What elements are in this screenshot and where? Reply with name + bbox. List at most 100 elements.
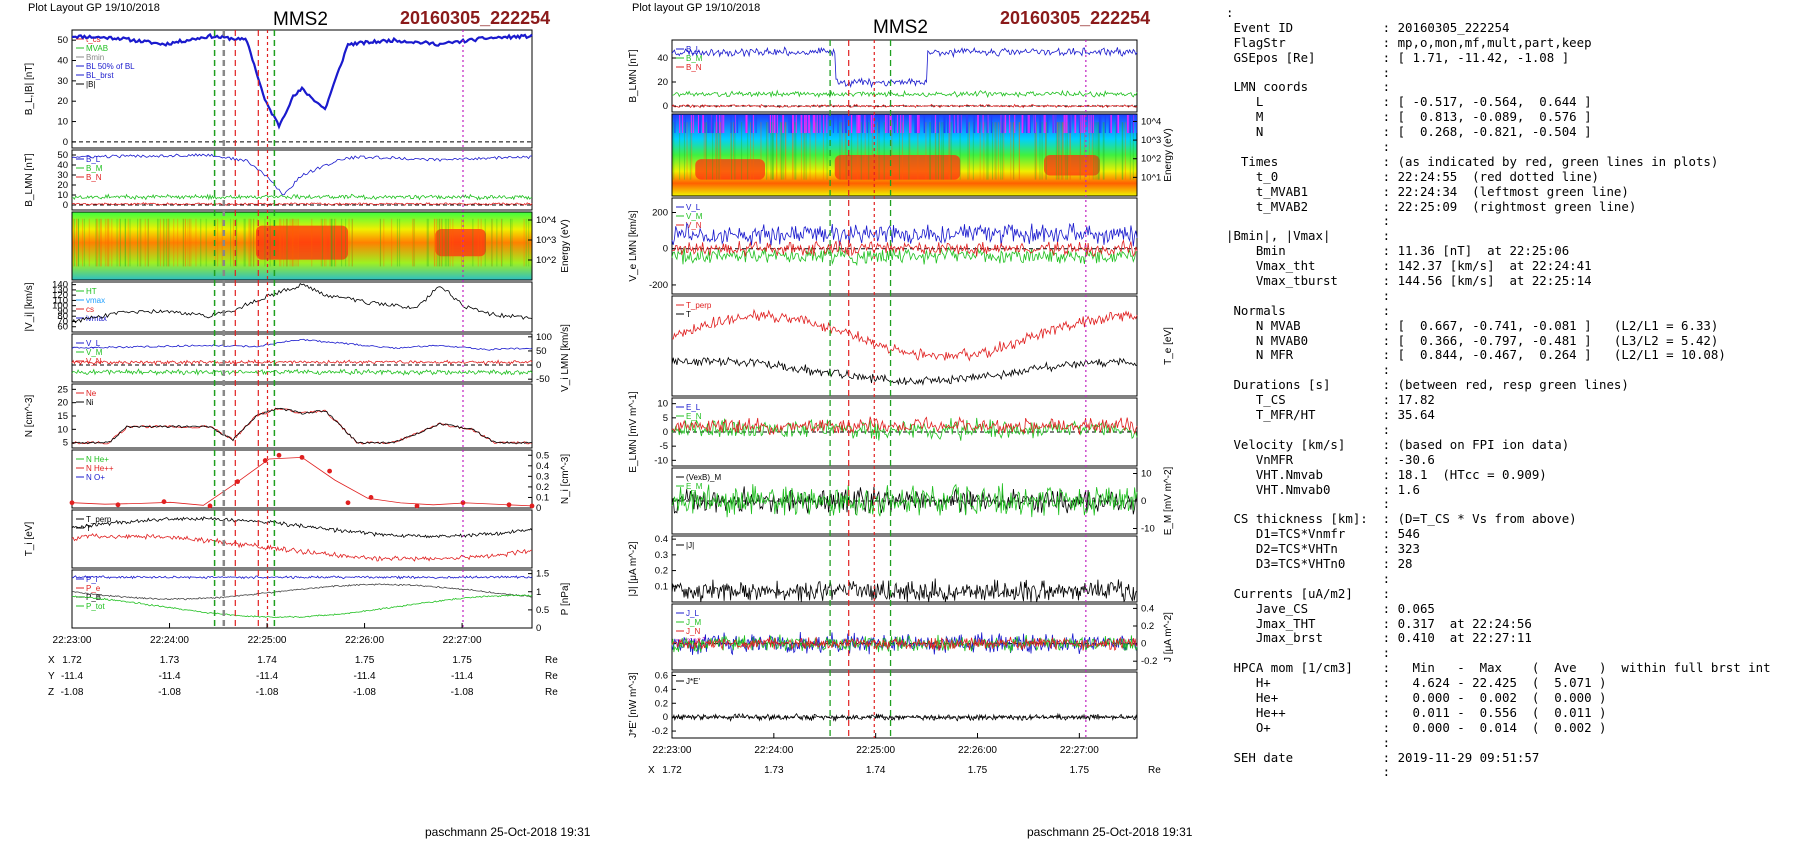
spectrogram-streak <box>511 218 513 267</box>
spectrogram-streak <box>235 218 237 267</box>
spectrogram-streak <box>1103 122 1105 180</box>
summary-line: Durations [s] : (between red, resp green… <box>1226 378 1629 393</box>
spectrogram-noise <box>1014 115 1016 134</box>
event-summary: : Event ID : 20160305_222254 FlagStr : m… <box>1226 6 1800 796</box>
y-axis-label: Energy (eV) <box>560 219 571 272</box>
summary-line: Currents [uA/m2] : <box>1226 586 1391 601</box>
spectrogram-streak <box>195 218 197 267</box>
summary-line: : <box>1226 65 1391 80</box>
spectrogram-noise <box>934 115 937 134</box>
coord-value: 1.75 <box>355 655 375 666</box>
legend-label: T <box>686 310 691 319</box>
spectrogram-streak <box>253 218 255 267</box>
spectrogram-streak <box>119 218 121 267</box>
coord-value: -11.4 <box>354 671 376 682</box>
spectrogram-streak <box>775 122 777 180</box>
spectrogram-noise <box>775 115 778 134</box>
spectrogram-noise <box>851 115 853 134</box>
panel: -0.2 0 0.2 0.4 0.6 J*E' [nW m^-3] J*E' <box>628 670 1138 739</box>
spectrogram-noise <box>792 115 795 134</box>
legend-label: P_i <box>86 575 98 584</box>
legend-label: t_cs <box>86 35 101 44</box>
spectrogram-streak <box>730 122 732 180</box>
spectrogram-streak <box>929 122 931 180</box>
spectrogram-streak <box>173 218 175 267</box>
spectrogram-streak <box>1000 122 1002 180</box>
panel-frame <box>671 197 1138 295</box>
legend-label: E_M <box>686 482 703 491</box>
y-tick-label: 10^3 <box>1141 135 1161 146</box>
spectrogram-streak <box>864 122 866 180</box>
series-line <box>671 356 1138 386</box>
summary-line: VnMFR : -30.6 <box>1226 452 1435 467</box>
spectrogram-streak <box>279 218 281 267</box>
panel-frame <box>71 281 533 333</box>
summary-line: |Bmin|, |Vmax| : <box>1226 229 1391 244</box>
spectrogram-noise <box>795 115 797 134</box>
spectrogram-noise <box>746 115 748 134</box>
data-point <box>506 502 512 508</box>
series-line <box>72 32 533 130</box>
legend-label: Bmin <box>86 53 104 62</box>
spectrogram-streak <box>1066 122 1068 180</box>
summary-line: GSEpos [Re] : [ 1.71, -11.42, -1.08 ] <box>1226 50 1570 65</box>
spectrogram-noise <box>730 115 732 134</box>
spectrogram-noise <box>955 115 958 134</box>
spectrogram-streak <box>501 218 503 267</box>
x-tick-label: 22:25:00 <box>856 745 895 756</box>
y-tick-label: 200 <box>652 207 668 218</box>
coord-value: 1.73 <box>160 655 180 666</box>
spectrogram-streak <box>160 218 162 267</box>
spectrogram-noise <box>826 115 828 134</box>
spectrogram-streak <box>718 122 720 180</box>
spectrogram-streak <box>325 218 327 267</box>
summary-line: : <box>1226 363 1391 378</box>
spectrogram-streak <box>232 218 234 267</box>
spectrogram-noise <box>1027 115 1029 134</box>
spectrogram-noise <box>704 115 706 134</box>
summary-line: H+ : 4.624 - 22.425 ( 5.071 ) <box>1226 676 1607 691</box>
panel-frame <box>71 569 533 629</box>
legend-label: E_N <box>686 412 702 421</box>
spectrogram-streak <box>925 122 927 180</box>
coord-value: -11.4 <box>61 671 83 682</box>
spectrogram-streak <box>491 218 493 267</box>
spectrogram-streak <box>1069 122 1071 180</box>
spectrogram-streak <box>437 218 439 267</box>
spectrogram-noise <box>755 115 757 134</box>
spectrogram-streak <box>1069 122 1071 180</box>
spectrogram-streak <box>803 122 805 180</box>
spectrogram-noise <box>1108 115 1111 134</box>
spectrogram-noise <box>822 115 824 134</box>
spectrogram-streak <box>857 122 859 180</box>
panel: 0.1 0.2 0.3 0.4 |J| [μA m^-2] |J| <box>628 534 1138 603</box>
y-axis-label: J [μA m^-2] <box>1163 612 1174 662</box>
spectrogram-streak <box>689 122 691 180</box>
spectrogram-streak <box>750 122 752 180</box>
spectrogram-streak <box>822 122 824 180</box>
x-tick-label: 22:26:00 <box>345 635 384 646</box>
x-tick-label: 22:27:00 <box>443 635 482 646</box>
spectrogram-noise <box>734 115 736 134</box>
y-tick-label: 60 <box>57 322 68 333</box>
spectrogram-noise <box>987 115 989 134</box>
spectrogram-streak <box>734 122 736 180</box>
spectrogram-noise <box>1066 115 1068 134</box>
spectrogram-noise <box>788 115 790 134</box>
y-axis-label: Energy (eV) <box>1163 128 1174 181</box>
summary-line: VHT.Nmvab0 : 1.6 <box>1226 482 1420 497</box>
spectrogram-hot-region <box>435 229 486 257</box>
panel-frame <box>671 535 1138 603</box>
right-chart: 0 20 40 B_LMN [nT] B_LB_MB_N 10^1 10^2 10^3 10^4… <box>628 39 1174 776</box>
spectrogram-streak <box>106 218 108 267</box>
data-point <box>276 452 282 458</box>
spectrogram-streak <box>104 218 106 267</box>
coord-value: 1.75 <box>1070 765 1090 776</box>
spectrogram-noise <box>861 115 864 134</box>
y-tick-label: 10 <box>57 424 68 435</box>
summary-line: Jmax_THT : 0.317 at 22:24:56 <box>1226 616 1532 631</box>
spectrogram-streak <box>78 218 80 267</box>
spectrogram-noise <box>1047 115 1049 134</box>
